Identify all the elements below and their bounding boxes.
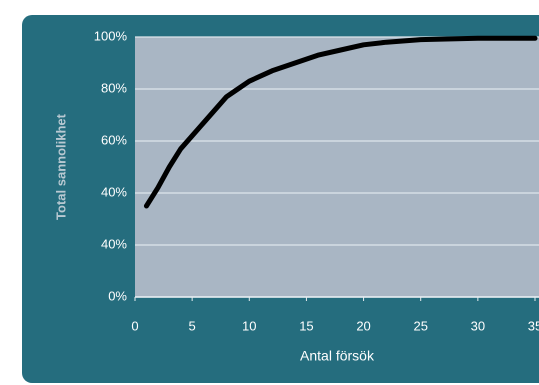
x-tick-label: 0 bbox=[131, 318, 138, 333]
x-axis-label: Antal försök bbox=[300, 348, 375, 364]
y-tick-label: 60% bbox=[101, 132, 127, 147]
x-tick-label: 15 bbox=[299, 318, 313, 333]
line bbox=[143, 35, 538, 209]
x-tick-label: 25 bbox=[413, 318, 427, 333]
x-tick-label: 35 bbox=[528, 318, 539, 333]
x-tick-label: 10 bbox=[242, 318, 256, 333]
y-axis-label: Total sannolikhet bbox=[53, 113, 68, 220]
x-tick-label: 20 bbox=[356, 318, 370, 333]
y-tick-label: 40% bbox=[101, 184, 127, 199]
plot-area bbox=[135, 37, 539, 297]
x-tick-label: 5 bbox=[189, 318, 196, 333]
x-tick-label: 30 bbox=[471, 318, 485, 333]
y-tick-label: 0% bbox=[108, 288, 127, 303]
y-tick-label: 80% bbox=[101, 80, 127, 95]
y-tick-label: 40% bbox=[101, 236, 127, 251]
y-tick-label: 100% bbox=[94, 28, 128, 43]
